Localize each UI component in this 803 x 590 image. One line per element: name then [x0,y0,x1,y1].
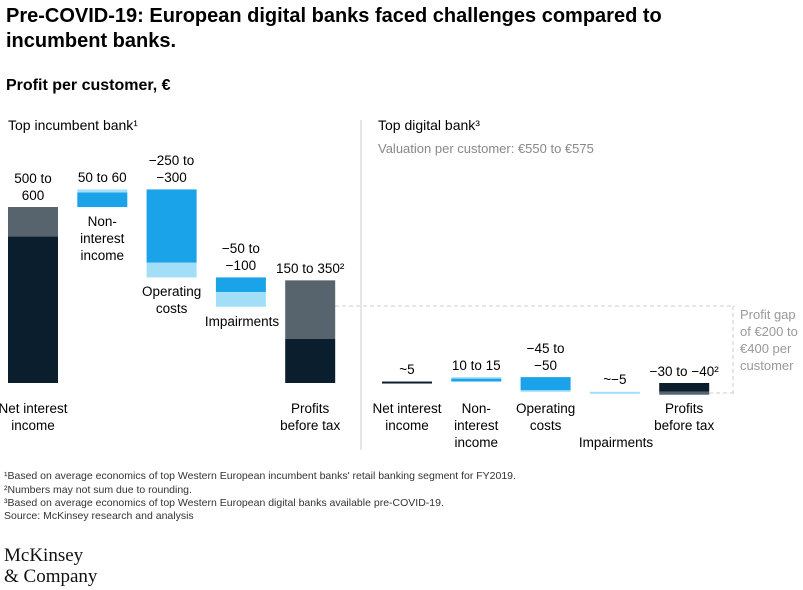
value-label: −30 to −40² [649,364,719,379]
title: Pre-COVID-19: European digital banks fac… [6,5,662,52]
bar [146,189,197,263]
panel-title: Top incumbent bank¹ [8,117,138,133]
category-label: Non-interest income [454,401,499,450]
bar [520,377,571,391]
value-label: 50 to 60 [77,170,127,186]
bar [589,391,640,394]
bar [77,189,128,193]
annotation: Profit gap of €200 to €400 per customer [740,307,798,373]
footnote: ¹Based on average economics of top Weste… [4,470,516,482]
category-label: Non-interest income [80,214,125,263]
category-label: Operating costs [515,401,576,433]
value-label: −45 to −50 [526,341,565,374]
bar [215,292,266,307]
footnote: ³Based on average economics of top Weste… [4,497,444,509]
logo: & Company [4,566,98,587]
category-label: Impairments [204,314,280,329]
bar [8,207,58,237]
footnote: ²Numbers may not sum due to rounding. [4,484,192,496]
category-label: Profits before tax [280,401,341,433]
value-label: 150 to 350² [276,261,345,277]
value-label: −250 to −300 [148,153,195,186]
bar [382,381,432,384]
category-label: Operating costs [141,284,202,316]
value-label: 10 to 15 [451,358,501,374]
bar [520,390,571,392]
footnote: Source: McKinsey research and analysis [4,510,194,522]
bar [77,192,128,208]
logo: McKinsey [4,545,84,566]
bar [215,277,266,293]
bar [8,236,58,383]
bar [146,262,197,278]
value-label: −50 to −100 [221,241,260,274]
bar [285,339,336,383]
subtitle: Profit per customer, € [6,77,171,94]
value-label: 500 to 600 [14,171,52,204]
bar [285,280,336,340]
bar [451,377,502,379]
value-label: ~5 [399,361,415,377]
bar [659,383,710,392]
panel-title: Top digital bank³ [378,117,480,133]
category-label: Impairments [578,435,654,450]
category-label: Net interest income [372,401,442,433]
category-label: Profits before tax [654,401,715,433]
value-label: ~−5 [603,371,627,387]
panel-note: Valuation per customer: €550 to €575 [378,141,594,156]
category-label: Net interest income [0,401,68,433]
bar [659,391,710,395]
bar [451,378,502,382]
